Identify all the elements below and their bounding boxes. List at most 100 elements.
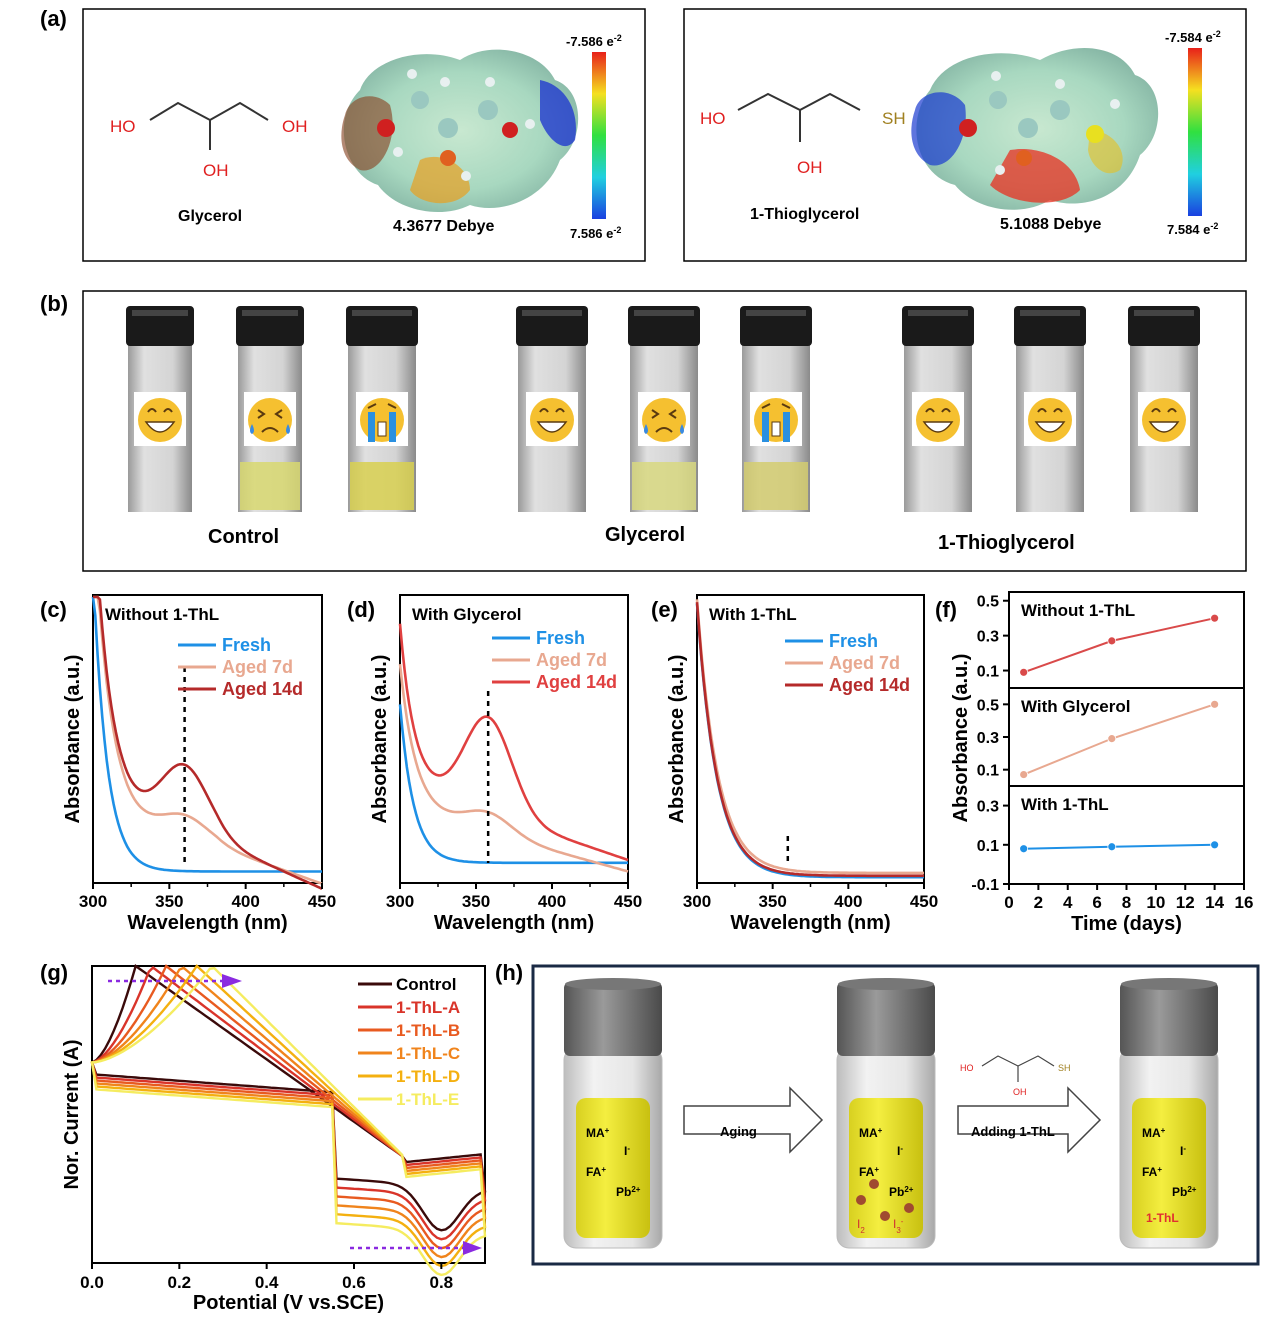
legend-label: Aged 7d — [222, 657, 293, 677]
emoji-tear-left — [762, 412, 769, 442]
y-tick-label: 0.3 — [977, 799, 999, 816]
data-point — [1210, 699, 1220, 709]
iodine-dot — [904, 1203, 914, 1213]
thioglycerol-name: 1-Thioglycerol — [750, 206, 859, 223]
vial-1 — [236, 306, 304, 512]
x-tick-label: 450 — [910, 892, 938, 911]
happy-emoji-icon — [530, 398, 574, 442]
data-point — [1210, 613, 1220, 623]
ion-fa: FA+ — [1142, 1165, 1162, 1180]
y-tick-label: 0.1 — [977, 664, 999, 681]
svg-text:7.586 e-2: 7.586 e-2 — [570, 225, 621, 241]
emoji-tear-right — [783, 412, 790, 442]
schematic-vial-2: MA+I-FA+Pb2+I2 I3- — [836, 978, 936, 1249]
small-sh: SH — [1058, 1063, 1071, 1073]
panel-label-a: (a) — [40, 6, 67, 31]
legend-label: Fresh — [222, 635, 271, 655]
panel-h-box — [531, 964, 1260, 1266]
y-axis-label: Absorbance (a.u.) — [369, 655, 391, 824]
series-line-aged7 — [93, 595, 323, 885]
sup: 2+ — [631, 1185, 640, 1194]
ion-i: I- — [624, 1144, 630, 1159]
ion-ma: MA+ — [1142, 1126, 1166, 1141]
ion-fa: FA+ — [586, 1165, 606, 1180]
thioglycerol-structure — [737, 92, 861, 142]
emoji-eyes — [1151, 408, 1177, 413]
group-label-glycerol: Glycerol — [605, 524, 685, 546]
data-point — [1107, 734, 1117, 744]
thio-scale-bottom: 7.584 e — [1167, 222, 1210, 237]
emoji-mouth — [1034, 421, 1066, 433]
plot-frame — [696, 594, 925, 884]
thioglycerol-ho: HO — [700, 109, 726, 128]
x-axis-label: Wavelength (nm) — [730, 912, 890, 934]
emoji-mouth — [771, 421, 781, 437]
series-line-aged7 — [695, 599, 924, 875]
emoji-eyes — [925, 408, 951, 413]
series-line — [1023, 843, 1215, 850]
legend-label: Aged 7d — [829, 653, 900, 673]
thio-scale-top: -7.584 e — [1165, 30, 1213, 45]
glycerol-esp-surface — [341, 49, 579, 213]
arrowhead-top-icon — [222, 974, 242, 988]
vial-liquid — [240, 462, 300, 510]
legend-label: Control — [396, 975, 456, 994]
x-tick-label: 16 — [1235, 893, 1254, 912]
ion-i3: I3- — [893, 1217, 904, 1235]
chart-e: 300 350 400 450 Wavelength (nm) Absorbance (a… — [666, 594, 938, 934]
panel-label-g: (g) — [40, 960, 68, 985]
subplot-1: 0.5 0.3 0.1 With Glycerol — [977, 687, 1245, 787]
y-tick-label: 0.1 — [977, 838, 999, 855]
vial-liquid — [350, 462, 414, 510]
vial-2 — [346, 306, 418, 512]
chart-c: 300 350 400 450 Wavelength (nm) Absorbance (a… — [62, 594, 336, 934]
vial-cap-ridge — [634, 310, 694, 316]
sub: 2 — [860, 1226, 865, 1235]
emoji-mouth — [536, 421, 568, 433]
chart-title: Without 1-ThL — [105, 605, 219, 624]
ion-fa: FA+ — [859, 1165, 879, 1180]
panel-label-h: (h) — [495, 960, 523, 985]
emoji-eyes — [367, 403, 397, 409]
thioglycerol-small-structure — [981, 1055, 1055, 1082]
x-tick-label: 350 — [155, 892, 183, 911]
happy-emoji-icon — [1142, 398, 1186, 442]
happy-emoji-icon — [138, 398, 182, 442]
x-tick-label: 4 — [1063, 893, 1073, 912]
x-tick-label: 10 — [1146, 893, 1165, 912]
emoji-mouth — [1148, 421, 1180, 433]
subplot-title: With 1-ThL — [1021, 795, 1109, 814]
thl-label: 1-ThL — [1146, 1211, 1179, 1225]
emoji-mouth — [655, 427, 673, 433]
vial-5 — [740, 306, 812, 512]
panel-a-left-box — [82, 8, 646, 262]
y-tick-label: 0.1 — [977, 763, 999, 780]
x-tick-label: 14 — [1205, 893, 1224, 912]
data-point — [1107, 842, 1117, 852]
y-axis-label: Nor. Current (A) — [61, 1040, 83, 1190]
x-axis-label: Potential (V vs.SCE) — [193, 1292, 384, 1314]
chart-title: With Glycerol — [412, 605, 521, 624]
legend-label: 1-ThL-A — [396, 998, 460, 1017]
schematic-vial-1: MA+I-FA+Pb2+ — [563, 978, 663, 1249]
legend-label: 1-ThL-E — [396, 1090, 459, 1109]
emoji-mouth — [377, 421, 387, 437]
y-axis-label: Absorbance (a.u.) — [62, 655, 84, 824]
subplot-title: With Glycerol — [1021, 697, 1130, 716]
y-tick-label: 0.3 — [977, 629, 999, 646]
small-ho: HO — [960, 1063, 974, 1073]
legend-label: Fresh — [536, 628, 585, 648]
vial-cap-top — [1121, 978, 1217, 990]
x-tick-label: 0.0 — [80, 1273, 104, 1292]
group-label-thioglycerol: 1-Thioglycerol — [938, 532, 1075, 554]
vial-7 — [1014, 306, 1086, 512]
x-tick-label: 6 — [1092, 893, 1101, 912]
sup: 2+ — [1187, 1185, 1196, 1194]
sup: + — [878, 1126, 883, 1135]
glycerol-name: Glycerol — [178, 208, 242, 225]
panel-label-b: (b) — [40, 291, 68, 316]
x-tick-label: 300 — [386, 892, 414, 911]
series-line — [1023, 617, 1215, 674]
sup: + — [1161, 1126, 1166, 1135]
emoji-mouth — [922, 421, 954, 433]
